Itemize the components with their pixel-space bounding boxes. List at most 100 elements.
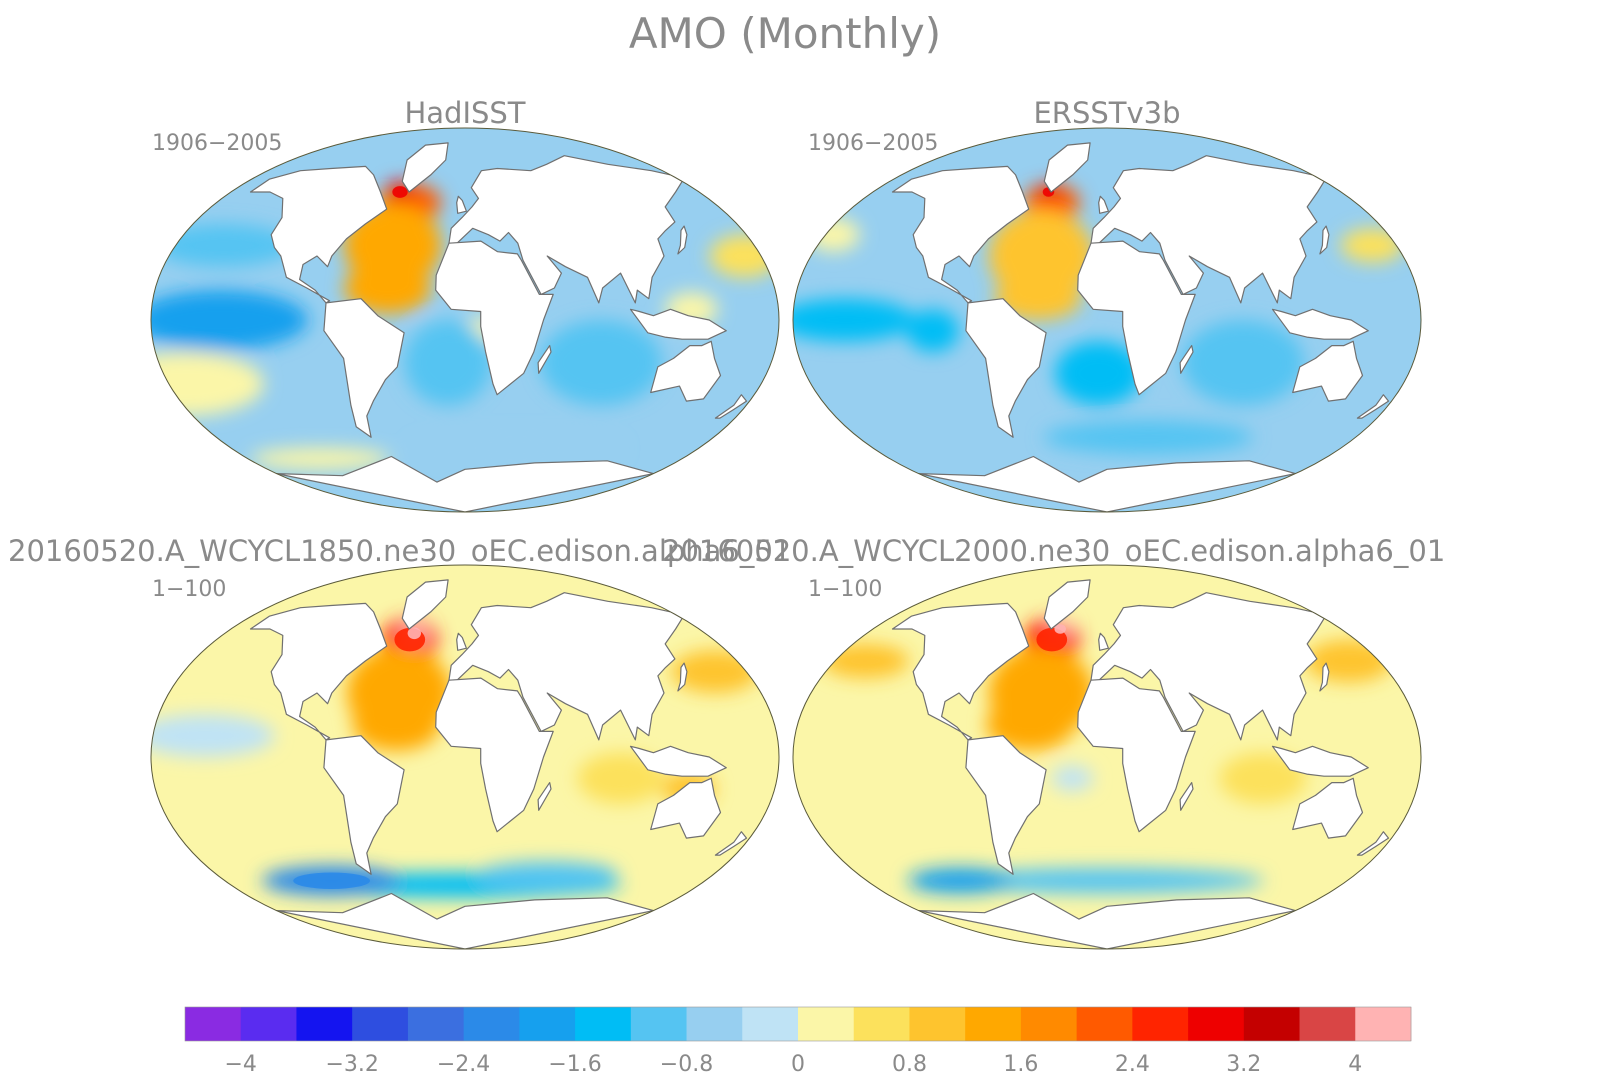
anomaly-region xyxy=(540,320,663,406)
land-australia xyxy=(1292,777,1364,839)
anomaly-core xyxy=(1054,624,1066,634)
land-antarctica xyxy=(276,892,655,949)
anomaly-region xyxy=(151,714,275,758)
map-panel-2 xyxy=(792,127,1422,513)
colorbar-swatch xyxy=(352,1007,409,1041)
colorbar-frame xyxy=(184,1006,1412,1042)
anomaly-region xyxy=(985,699,1074,751)
colorbar-swatch xyxy=(1076,1007,1133,1041)
anomaly-region xyxy=(250,448,390,470)
colorbar-tick-label: 0.8 xyxy=(892,1052,927,1077)
colorbar: −4 −3.2 −2.4 −1.6 −0.8 0 0.8 1.6 2.4 3.2 4 xyxy=(184,1006,1412,1077)
anomaly-region xyxy=(412,435,622,461)
colorbar-tick-label: 0 xyxy=(791,1052,805,1077)
anomaly-region xyxy=(151,290,308,350)
land-indonesia xyxy=(1271,308,1369,340)
panel-1-period: 1906−2005 xyxy=(152,131,282,156)
land-greenland xyxy=(401,142,449,193)
land-japan xyxy=(677,662,688,692)
land-australia xyxy=(650,340,722,402)
colorbar-tick-label: −2.4 xyxy=(437,1052,490,1077)
colorbar-swatch xyxy=(1132,1007,1189,1041)
anomaly-region xyxy=(906,309,959,352)
anomaly-region xyxy=(1182,320,1305,406)
panel-4-title: 20160520.A_WCYCL2000.ne30_oEC.edison.alp… xyxy=(662,534,1445,568)
land-newZealand xyxy=(714,831,748,856)
anomaly-region xyxy=(994,277,1082,320)
land-newZealand xyxy=(1356,394,1390,419)
land-newZealand xyxy=(714,394,748,419)
anomaly-core xyxy=(392,186,408,198)
colorbar-swatch xyxy=(686,1007,743,1041)
colorbar-swatch xyxy=(1243,1007,1300,1041)
colorbar-swatch xyxy=(1188,1007,1245,1041)
land-indonesia xyxy=(1271,745,1369,777)
anomaly-region xyxy=(1055,341,1143,406)
panel-3-title: 20160520.A_WCYCL1850.ne30_oEC.edison.alp… xyxy=(8,534,791,568)
colorbar-tick-label: 4 xyxy=(1348,1052,1362,1077)
colorbar-swatch xyxy=(630,1007,687,1041)
land-africa xyxy=(435,677,554,833)
colorbar-swatch xyxy=(742,1007,799,1041)
anomaly-region xyxy=(793,298,916,342)
map-outline xyxy=(792,127,1422,513)
colorbar-swatch xyxy=(519,1007,576,1041)
land-eurasia xyxy=(1090,155,1325,304)
colorbar-tick-label: 3.2 xyxy=(1226,1052,1261,1077)
figure-title: AMO (Monthly) xyxy=(629,9,941,58)
map-panel-1 xyxy=(150,127,780,513)
land-japan xyxy=(1319,225,1330,255)
map-panel-4 xyxy=(792,564,1422,950)
land-indonesia xyxy=(629,308,727,340)
colorbar-swatch xyxy=(798,1007,855,1041)
land-southAmerica xyxy=(965,298,1047,438)
land-northAmerica xyxy=(249,165,388,304)
anomaly-core xyxy=(1036,627,1068,652)
colorbar-swatch xyxy=(407,1007,465,1041)
anomaly-region xyxy=(807,217,860,252)
land-japan xyxy=(677,225,688,255)
land-antarctica xyxy=(917,892,1297,949)
anomaly-region xyxy=(577,752,665,804)
anomaly-region xyxy=(1340,228,1404,263)
colorbar-tick-label: −4 xyxy=(224,1052,256,1077)
colorbar-swatch xyxy=(1299,1007,1356,1041)
map-outline xyxy=(150,127,780,513)
land-southAmerica xyxy=(323,298,405,438)
map-panels xyxy=(150,127,1422,950)
land-greenland xyxy=(1043,579,1091,630)
colorbar-tick-label: 2.4 xyxy=(1115,1052,1150,1077)
colorbar-swatch xyxy=(296,1007,353,1041)
land-indonesia xyxy=(629,745,727,777)
map-panel-3 xyxy=(150,564,780,950)
land-newZealand xyxy=(1356,831,1390,856)
colorbar-swatch xyxy=(240,1007,297,1041)
colorbar-swatch xyxy=(1020,1007,1078,1041)
anomaly-core xyxy=(407,627,422,640)
land-northAmerica xyxy=(249,602,388,741)
land-madagascar xyxy=(1179,781,1194,811)
land-uk xyxy=(1098,195,1110,214)
anomaly-region xyxy=(151,352,264,416)
panel-3-period: 1−100 xyxy=(152,577,226,602)
panel-2-period: 1906−2005 xyxy=(808,131,938,156)
land-uk xyxy=(456,195,467,214)
land-greenland xyxy=(1043,142,1091,193)
land-africa xyxy=(1077,677,1196,833)
anomaly-region xyxy=(478,861,618,888)
land-madagascar xyxy=(537,781,552,811)
map-outline xyxy=(150,564,780,950)
colorbar-swatch xyxy=(1355,1007,1412,1041)
colorbar-tick-label: −3.2 xyxy=(325,1052,378,1077)
land-eurasia xyxy=(1090,592,1325,741)
land-eurasia xyxy=(448,155,683,304)
panel-1-title: HadISST xyxy=(404,96,525,130)
colorbar-tick-label: −1.6 xyxy=(548,1052,601,1077)
land-greenland xyxy=(401,579,449,630)
anomaly-region xyxy=(1051,765,1094,792)
land-uk xyxy=(456,632,467,651)
colorbar-swatch xyxy=(909,1007,966,1041)
anomaly-region xyxy=(343,262,432,314)
anomaly-region xyxy=(950,867,1264,894)
